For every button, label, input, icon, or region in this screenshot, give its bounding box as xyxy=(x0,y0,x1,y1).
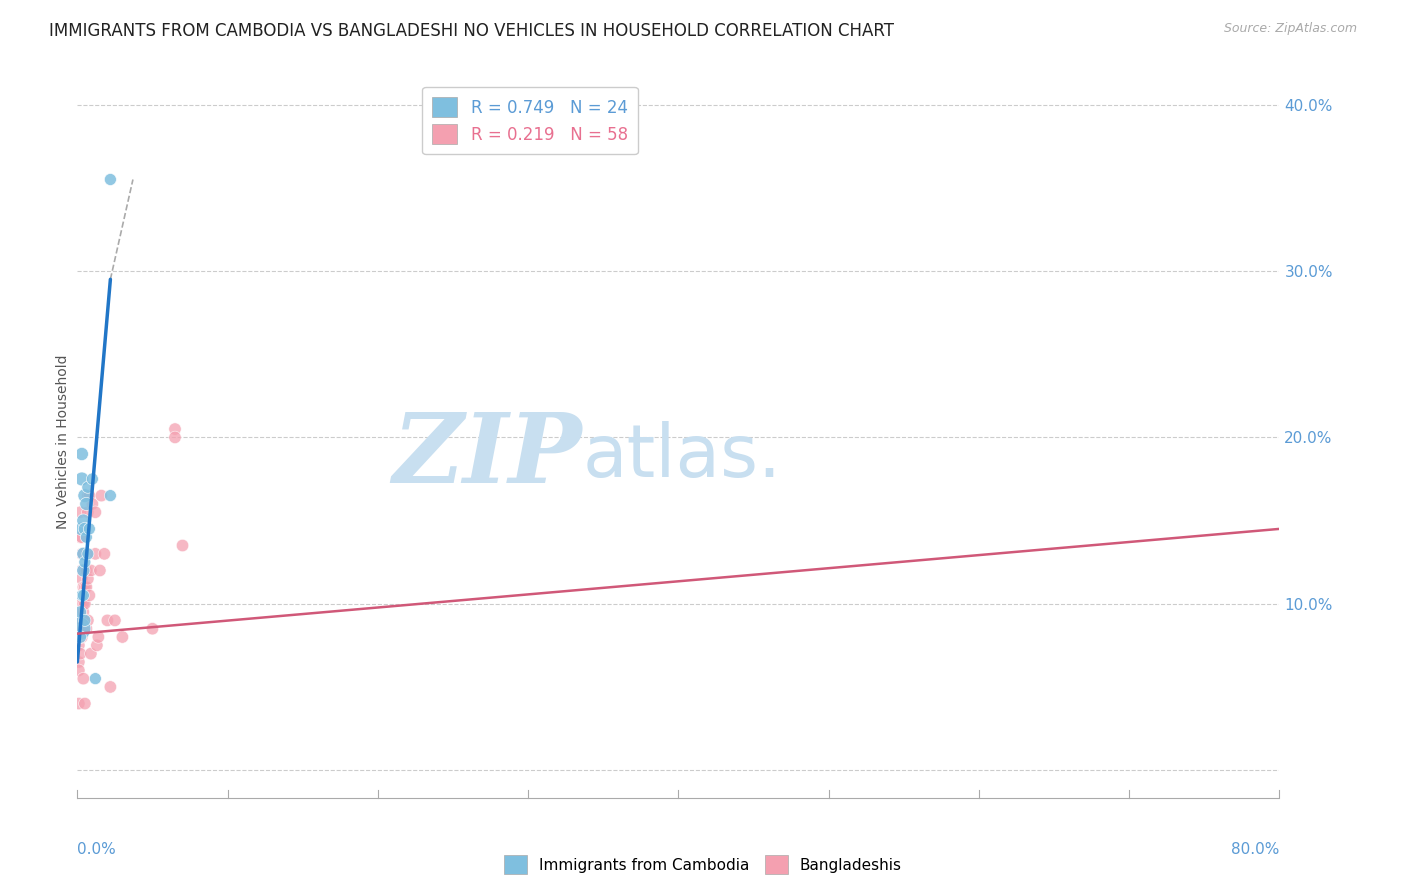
Point xyxy=(172,539,194,553)
Text: ZIP: ZIP xyxy=(392,409,582,503)
Point xyxy=(75,497,97,511)
Point xyxy=(72,589,94,603)
Point xyxy=(75,547,97,561)
Point xyxy=(69,605,91,619)
Point xyxy=(100,489,122,503)
Point xyxy=(70,472,93,486)
Point xyxy=(76,489,98,503)
Point xyxy=(69,605,91,619)
Point xyxy=(69,630,91,644)
Y-axis label: No Vehicles in Household: No Vehicles in Household xyxy=(56,354,70,529)
Legend: Immigrants from Cambodia, Bangladeshis: Immigrants from Cambodia, Bangladeshis xyxy=(498,849,908,880)
Point xyxy=(72,597,94,611)
Point xyxy=(75,530,97,544)
Legend: R = 0.749   N = 24, R = 0.219   N = 58: R = 0.749 N = 24, R = 0.219 N = 58 xyxy=(422,87,638,154)
Point xyxy=(69,647,91,661)
Point xyxy=(76,614,98,628)
Point xyxy=(93,547,115,561)
Point xyxy=(76,572,98,586)
Point xyxy=(82,497,104,511)
Point xyxy=(70,547,93,561)
Point xyxy=(100,680,122,694)
Point xyxy=(72,580,94,594)
Point xyxy=(72,605,94,619)
Point xyxy=(69,505,91,519)
Point xyxy=(75,622,97,636)
Point xyxy=(67,630,90,644)
Point xyxy=(70,564,93,578)
Point xyxy=(111,630,134,644)
Point xyxy=(80,647,103,661)
Text: 80.0%: 80.0% xyxy=(1232,842,1279,856)
Point xyxy=(163,422,186,436)
Point xyxy=(82,472,104,486)
Point xyxy=(84,672,107,686)
Point xyxy=(67,655,90,669)
Point xyxy=(96,614,118,628)
Point xyxy=(100,172,122,186)
Point xyxy=(69,622,91,636)
Point xyxy=(76,547,98,561)
Point xyxy=(75,564,97,578)
Point xyxy=(73,489,96,503)
Point xyxy=(73,522,96,536)
Point xyxy=(72,547,94,561)
Point xyxy=(73,564,96,578)
Point xyxy=(73,580,96,594)
Text: Source: ZipAtlas.com: Source: ZipAtlas.com xyxy=(1223,22,1357,36)
Text: IMMIGRANTS FROM CAMBODIA VS BANGLADESHI NO VEHICLES IN HOUSEHOLD CORRELATION CHA: IMMIGRANTS FROM CAMBODIA VS BANGLADESHI … xyxy=(49,22,894,40)
Point xyxy=(90,489,112,503)
Point xyxy=(72,564,94,578)
Point xyxy=(72,622,94,636)
Point xyxy=(70,589,93,603)
Point xyxy=(73,697,96,711)
Point xyxy=(104,614,127,628)
Point xyxy=(79,489,101,503)
Point xyxy=(79,522,101,536)
Text: 0.0%: 0.0% xyxy=(77,842,117,856)
Point xyxy=(69,530,91,544)
Point xyxy=(79,589,101,603)
Point xyxy=(89,564,111,578)
Point xyxy=(70,572,93,586)
Point xyxy=(73,614,96,628)
Point xyxy=(84,505,107,519)
Point xyxy=(70,630,93,644)
Point xyxy=(70,597,93,611)
Point xyxy=(75,580,97,594)
Point xyxy=(72,672,94,686)
Point xyxy=(73,614,96,628)
Point xyxy=(67,622,90,636)
Point xyxy=(69,597,91,611)
Point xyxy=(73,597,96,611)
Point xyxy=(72,564,94,578)
Point xyxy=(67,638,90,652)
Point xyxy=(70,447,93,461)
Point xyxy=(80,564,103,578)
Point xyxy=(70,522,93,536)
Point xyxy=(70,614,93,628)
Point xyxy=(76,505,98,519)
Point xyxy=(163,430,186,444)
Point xyxy=(141,622,163,636)
Point xyxy=(84,547,107,561)
Point xyxy=(87,630,110,644)
Text: atlas.: atlas. xyxy=(582,421,782,491)
Point xyxy=(72,547,94,561)
Point xyxy=(76,480,98,494)
Point xyxy=(86,638,108,652)
Point xyxy=(67,697,90,711)
Point xyxy=(72,514,94,528)
Point xyxy=(70,530,93,544)
Point xyxy=(73,555,96,569)
Point xyxy=(67,663,90,677)
